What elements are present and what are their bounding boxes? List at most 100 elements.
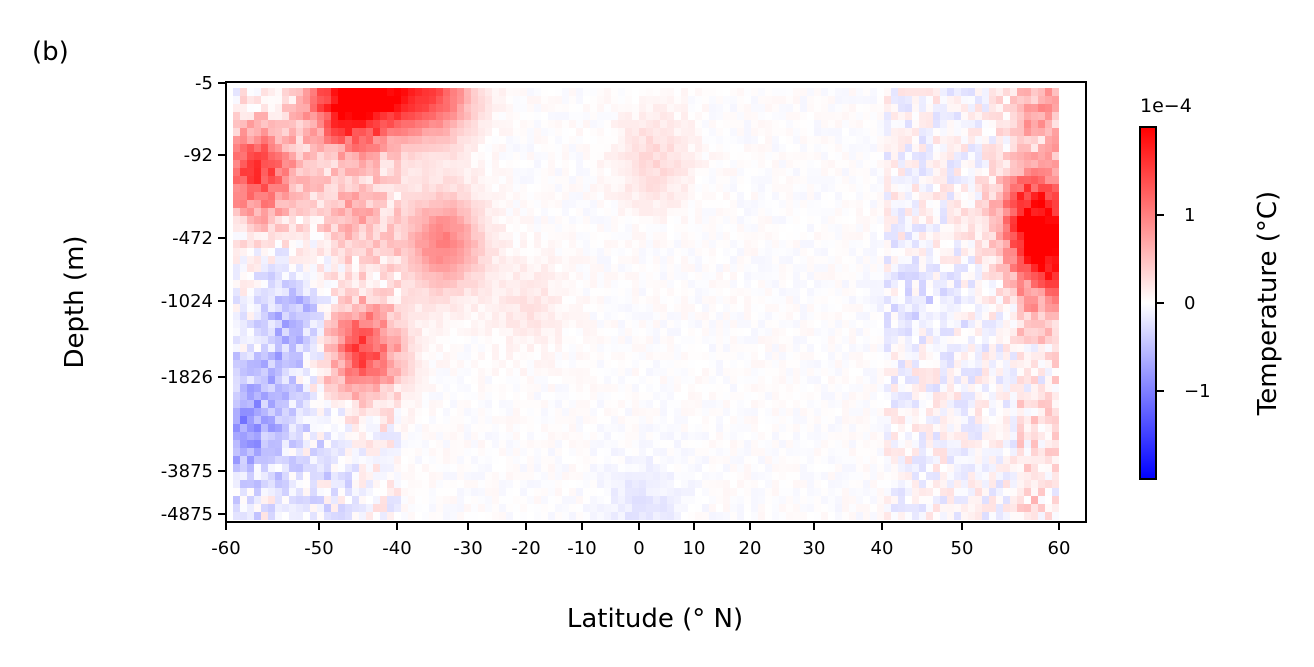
heatmap-cell xyxy=(1024,264,1031,272)
heatmap-cell xyxy=(261,328,268,336)
heatmap-cell xyxy=(590,112,597,120)
heatmap-cell xyxy=(590,152,597,160)
heatmap-cell xyxy=(723,376,730,384)
heatmap-cell xyxy=(982,88,989,96)
heatmap-cell xyxy=(254,272,261,280)
heatmap-cell xyxy=(401,392,408,400)
heatmap-cell xyxy=(898,416,905,424)
heatmap-cell xyxy=(898,120,905,128)
heatmap-cell xyxy=(415,416,422,424)
heatmap-cell xyxy=(954,408,961,416)
heatmap-cell xyxy=(961,408,968,416)
heatmap-cell xyxy=(317,120,324,128)
heatmap-cell xyxy=(667,240,674,248)
heatmap-cell xyxy=(492,120,499,128)
heatmap-cell xyxy=(744,408,751,416)
heatmap-cell xyxy=(744,152,751,160)
heatmap-cell xyxy=(737,216,744,224)
heatmap-cell xyxy=(408,400,415,408)
heatmap-cell xyxy=(261,160,268,168)
heatmap-cell xyxy=(590,184,597,192)
heatmap-cell xyxy=(289,320,296,328)
heatmap-cell xyxy=(800,224,807,232)
heatmap-cell xyxy=(618,136,625,144)
heatmap-cell xyxy=(660,384,667,392)
heatmap-cell xyxy=(1052,208,1059,216)
heatmap-cell xyxy=(772,376,779,384)
heatmap-cell xyxy=(604,208,611,216)
heatmap-cell xyxy=(856,416,863,424)
heatmap-cell xyxy=(443,368,450,376)
heatmap-cell xyxy=(324,152,331,160)
heatmap-cell xyxy=(856,392,863,400)
heatmap-cell xyxy=(401,280,408,288)
heatmap-cell xyxy=(1038,344,1045,352)
heatmap-cell xyxy=(639,216,646,224)
heatmap-cell xyxy=(331,272,338,280)
heatmap-cell xyxy=(541,376,548,384)
heatmap-cell xyxy=(674,240,681,248)
heatmap-cell xyxy=(492,224,499,232)
heatmap-cell xyxy=(814,288,821,296)
heatmap-cell xyxy=(513,120,520,128)
heatmap-cell xyxy=(625,248,632,256)
heatmap-cell xyxy=(863,200,870,208)
heatmap-cell xyxy=(1031,144,1038,152)
heatmap-cell xyxy=(744,256,751,264)
heatmap-cell xyxy=(730,88,737,96)
heatmap-cell xyxy=(520,352,527,360)
heatmap-cell xyxy=(688,128,695,136)
heatmap-cell xyxy=(632,376,639,384)
heatmap-cell xyxy=(912,88,919,96)
heatmap-cell xyxy=(387,120,394,128)
heatmap-cell xyxy=(275,208,282,216)
heatmap-cell xyxy=(842,400,849,408)
heatmap-cell xyxy=(667,328,674,336)
heatmap-cell xyxy=(275,288,282,296)
heatmap-cell xyxy=(632,280,639,288)
heatmap-cell xyxy=(331,96,338,104)
heatmap-cell xyxy=(303,408,310,416)
heatmap-cell xyxy=(1052,304,1059,312)
heatmap-cell xyxy=(940,176,947,184)
heatmap-cell xyxy=(695,392,702,400)
heatmap-cell xyxy=(709,264,716,272)
heatmap-cell xyxy=(639,200,646,208)
heatmap-cell xyxy=(555,104,562,112)
heatmap-cell xyxy=(765,320,772,328)
heatmap-cell xyxy=(1045,400,1052,408)
heatmap-cell xyxy=(779,368,786,376)
heatmap-cell xyxy=(478,352,485,360)
heatmap-cell xyxy=(457,128,464,136)
heatmap-cell xyxy=(597,384,604,392)
heatmap-cell xyxy=(968,168,975,176)
heatmap-cell xyxy=(408,240,415,248)
heatmap-cell xyxy=(513,224,520,232)
heatmap-cell xyxy=(233,192,240,200)
heatmap-cell xyxy=(562,416,569,424)
heatmap-cell xyxy=(723,104,730,112)
heatmap-cell xyxy=(695,160,702,168)
heatmap-cell xyxy=(975,344,982,352)
heatmap-cell xyxy=(1024,256,1031,264)
heatmap-cell xyxy=(632,208,639,216)
heatmap-cell xyxy=(324,256,331,264)
heatmap-cell xyxy=(891,304,898,312)
heatmap-cell xyxy=(625,112,632,120)
heatmap-cell xyxy=(842,200,849,208)
heatmap-cell xyxy=(807,352,814,360)
heatmap-cell xyxy=(660,272,667,280)
heatmap-cell xyxy=(905,360,912,368)
heatmap-cell xyxy=(681,128,688,136)
heatmap-cell xyxy=(919,112,926,120)
heatmap-cell xyxy=(863,312,870,320)
heatmap-cell xyxy=(471,320,478,328)
heatmap-cell xyxy=(933,264,940,272)
heatmap-cell xyxy=(471,224,478,232)
heatmap-cell xyxy=(989,256,996,264)
heatmap-cell xyxy=(681,280,688,288)
heatmap-cell xyxy=(1038,136,1045,144)
heatmap-cell xyxy=(912,216,919,224)
heatmap-cell xyxy=(982,256,989,264)
heatmap-cell xyxy=(569,400,576,408)
